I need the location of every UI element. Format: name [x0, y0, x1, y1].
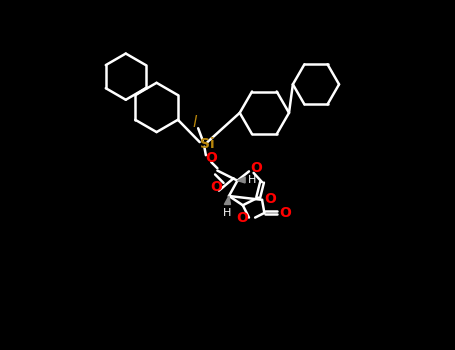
Text: O: O	[264, 192, 276, 206]
Polygon shape	[238, 177, 245, 183]
Text: H: H	[223, 208, 232, 218]
Text: O: O	[279, 206, 291, 220]
Text: O: O	[236, 211, 248, 225]
Polygon shape	[224, 196, 231, 204]
Text: O: O	[210, 180, 222, 194]
Text: H: H	[248, 175, 256, 185]
Text: O: O	[205, 151, 217, 165]
Text: O: O	[250, 161, 262, 175]
Text: l: l	[193, 116, 197, 130]
Text: Si: Si	[200, 136, 215, 150]
